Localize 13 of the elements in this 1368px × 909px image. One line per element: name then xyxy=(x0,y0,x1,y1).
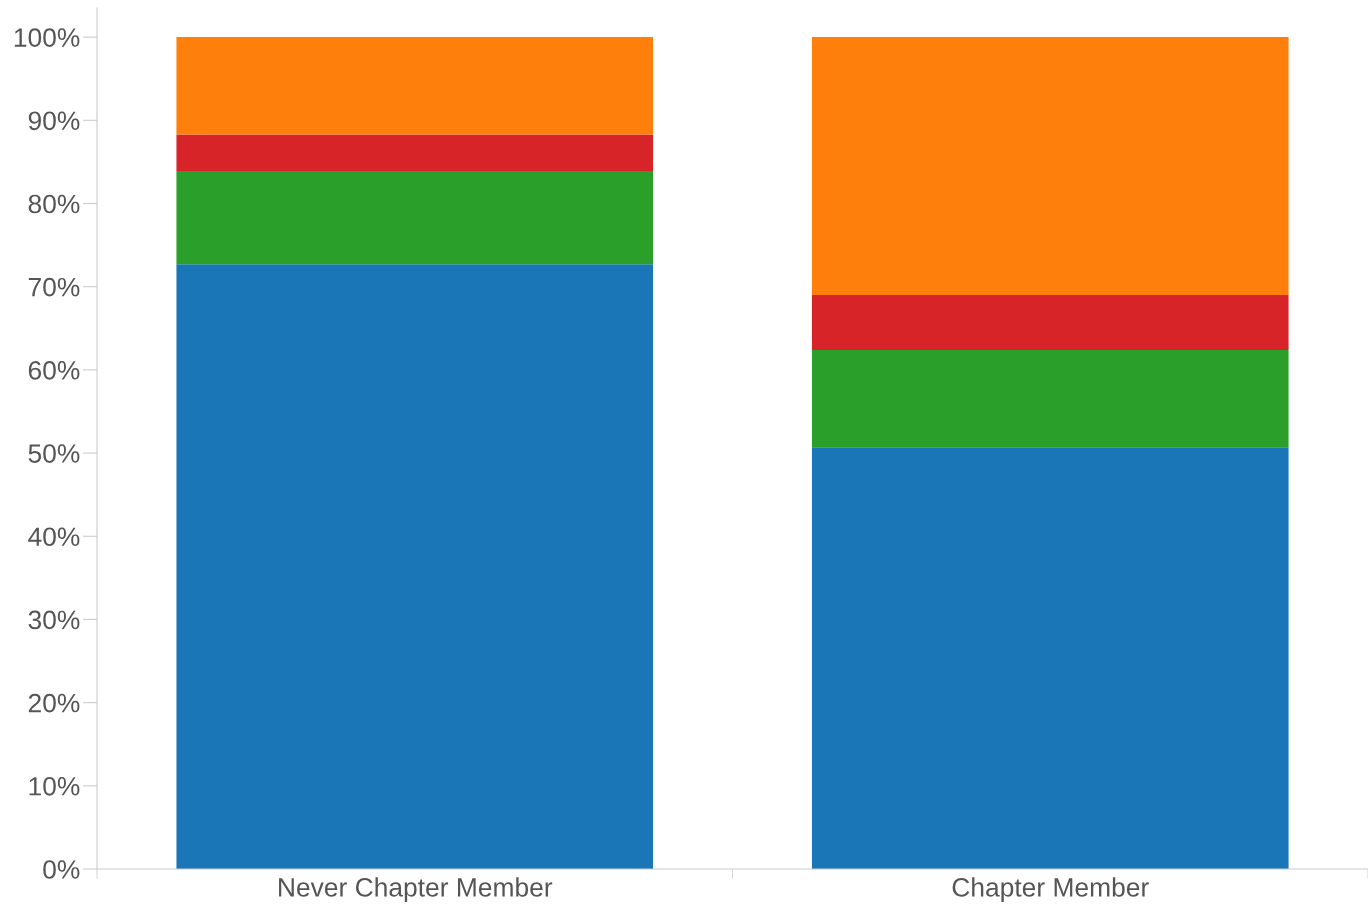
y-tick-label: 50% xyxy=(28,444,80,463)
y-tick-label: 80% xyxy=(28,194,80,214)
x-tick-label: Never Chapter Member xyxy=(279,877,553,902)
y-tick-label: 0% xyxy=(43,860,80,879)
y-tick-label: 70% xyxy=(28,277,80,297)
y-tick-label: 100% xyxy=(14,28,80,47)
x-tick-label: Chapter Member xyxy=(952,877,1149,902)
y-tick-label: 20% xyxy=(28,693,80,713)
y-tick-label: 40% xyxy=(28,527,80,547)
y-tick-label: 30% xyxy=(28,610,80,630)
y-tick-label: 10% xyxy=(29,776,80,796)
y-tick-label: 60% xyxy=(28,361,80,380)
y-tick-label: 90% xyxy=(28,111,80,131)
